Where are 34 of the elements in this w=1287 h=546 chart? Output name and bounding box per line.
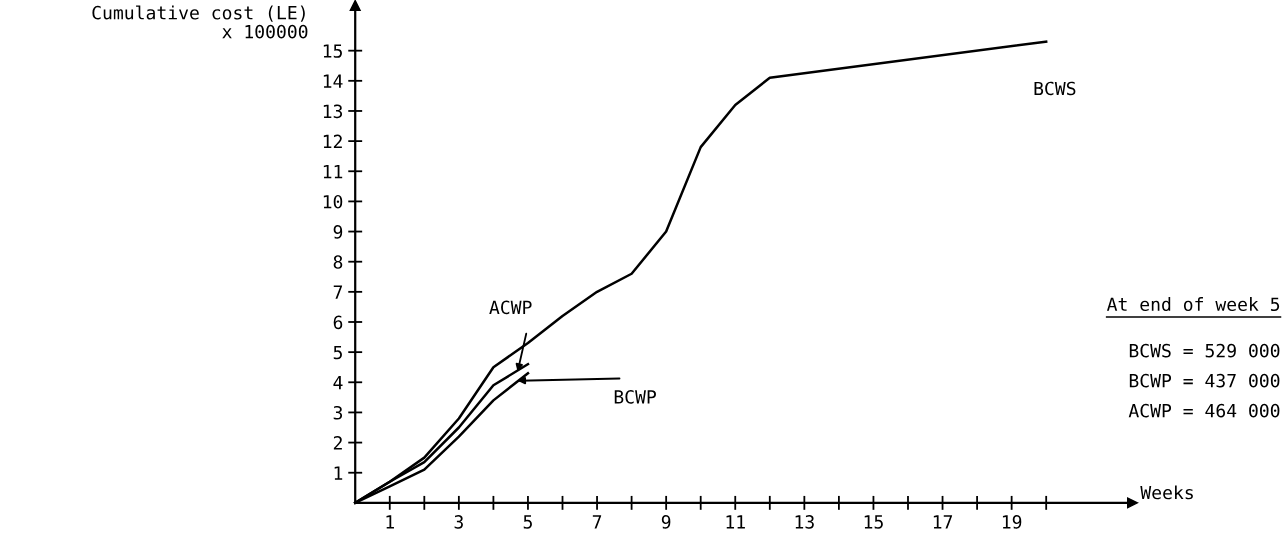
x-tick-label: 13 (795, 515, 814, 529)
y-tick-label: 7 (333, 285, 343, 299)
y-tick-label: 15 (323, 44, 342, 58)
y-tick-label: 11 (323, 165, 343, 179)
y-tick-label: 13 (323, 104, 343, 119)
y-tick-label: 10 (323, 194, 343, 209)
text: ACWP (489, 300, 532, 315)
x-tick-label: 17 (933, 515, 953, 529)
x-tick-label: 11 (726, 515, 745, 529)
x-axis-title: Weeks (1140, 485, 1193, 500)
x-tick-label: 3 (454, 515, 463, 529)
x-tick-label: 9 (661, 515, 671, 529)
x-tick-label: 19 (1002, 515, 1022, 529)
annotation: BCWS = 529 000 (1129, 343, 1280, 358)
y-tick-label: 8 (333, 255, 343, 269)
y-tick-label: 3 (333, 405, 343, 420)
annotation: At end of week 5 (1106, 297, 1280, 312)
y-tick-label: 12 (323, 134, 342, 149)
y-tick-label: 2 (333, 436, 342, 450)
text: BCWP (614, 390, 656, 404)
annotation: BCWP = 437 000 (1129, 373, 1280, 388)
x-tick-label: 1 (386, 515, 394, 529)
y-tick-label: 14 (323, 74, 343, 88)
y-tick-label: 6 (333, 315, 343, 330)
y-tick-label: 4 (333, 376, 343, 390)
x-tick-label: 15 (864, 515, 883, 529)
x-tick-label: 7 (592, 515, 602, 529)
text: BCWS (1034, 81, 1076, 96)
y-tick-label: 1 (334, 466, 343, 480)
y-axis-title: Cumulative cost (LE) x 100000 (92, 5, 308, 39)
y-tick-label: 9 (333, 225, 343, 239)
x-tick-label: 5 (523, 515, 532, 529)
y-tick-label: 5 (333, 345, 342, 360)
annotation: ACWP = 464 000 (1128, 403, 1280, 418)
